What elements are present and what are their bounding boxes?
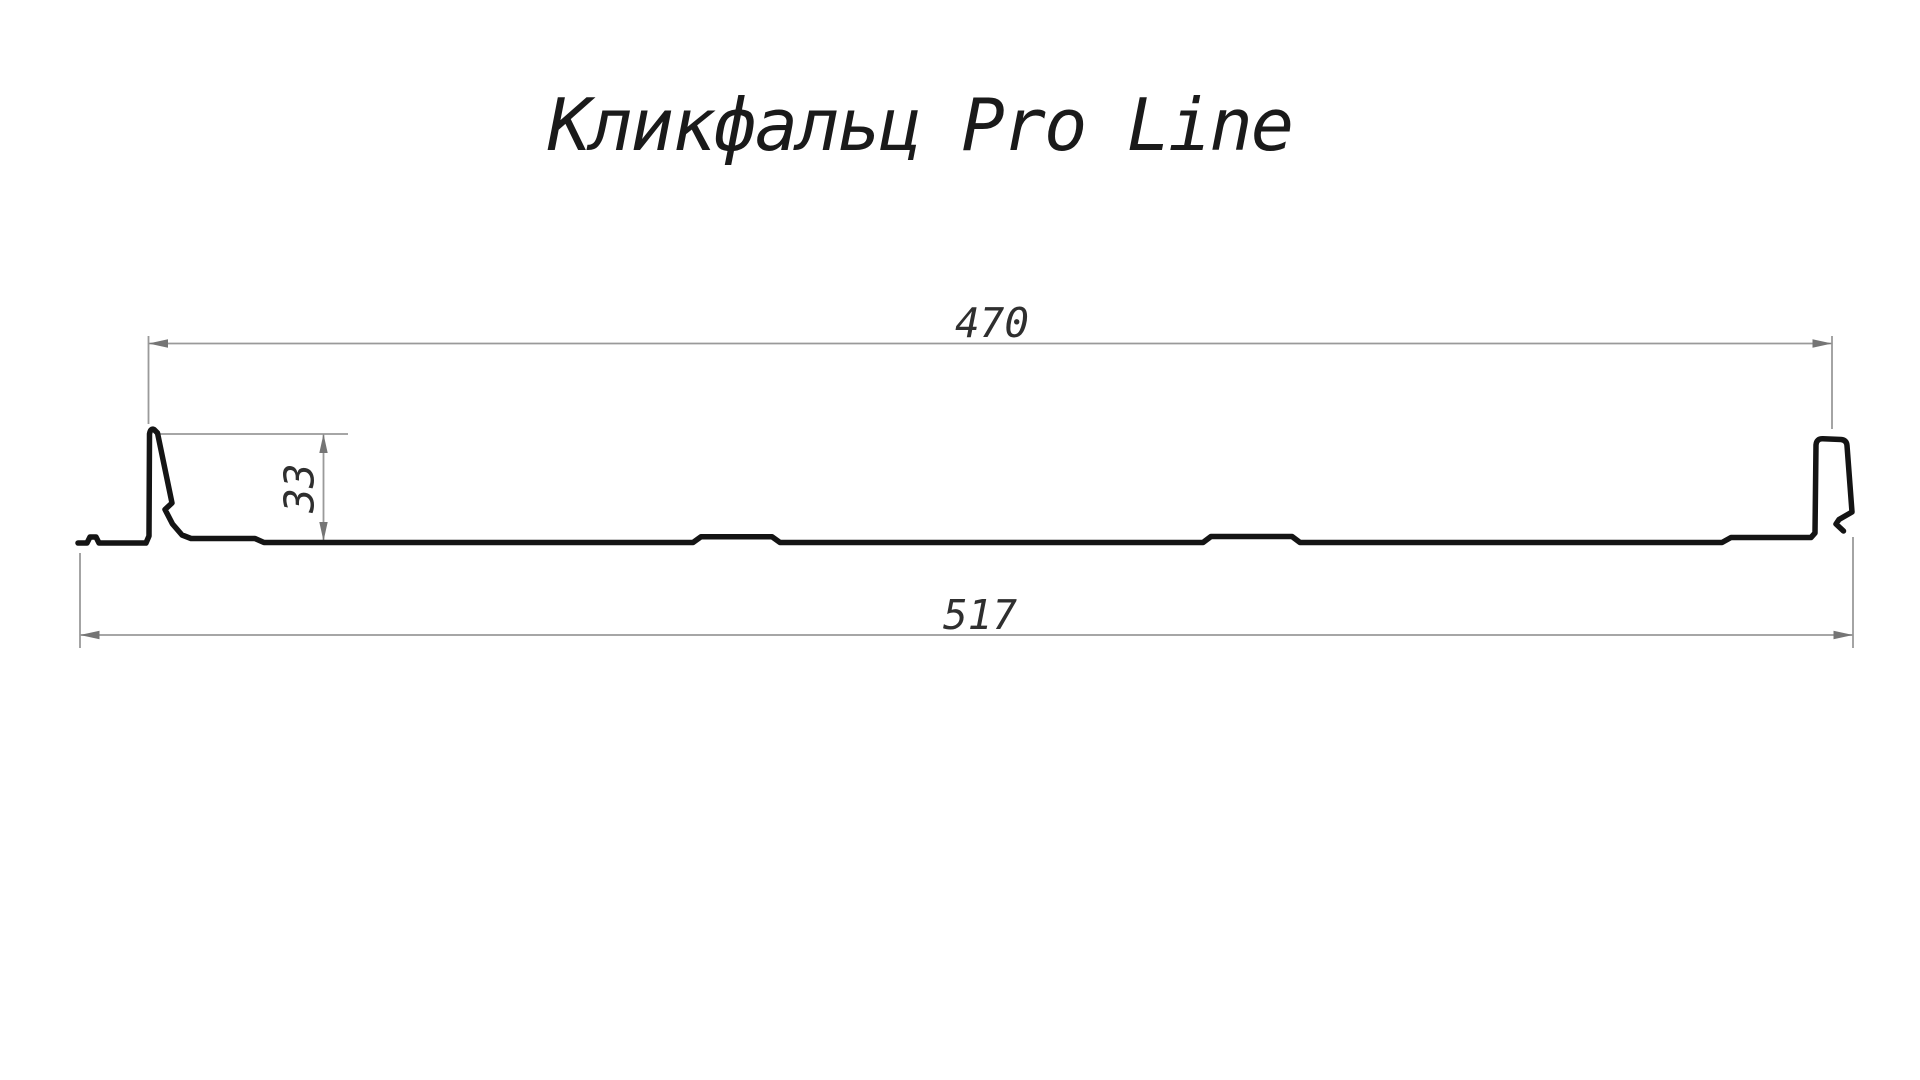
dim-517-arrow-left-icon xyxy=(80,630,100,640)
dim-33-arrow-up-icon xyxy=(319,434,328,453)
dim-517-label: 517 xyxy=(943,591,1017,639)
dimension-seam-height: 33 xyxy=(160,433,348,541)
panel-profile-outline xyxy=(75,426,1855,546)
dim-33-label: 33 xyxy=(276,463,324,513)
dim-470-label: 470 xyxy=(955,299,1029,347)
dim-470-arrow-right-icon xyxy=(1812,339,1832,348)
dim-470-arrow-left-icon xyxy=(148,339,168,348)
dimension-overall-width: 517 xyxy=(79,537,1854,648)
page-title: Кликфальц Pro Line xyxy=(547,83,1292,167)
dim-517-arrow-right-icon xyxy=(1833,630,1853,640)
dim-33-arrow-down-icon xyxy=(319,522,328,541)
dimension-top-width: 470 xyxy=(147,299,1833,429)
